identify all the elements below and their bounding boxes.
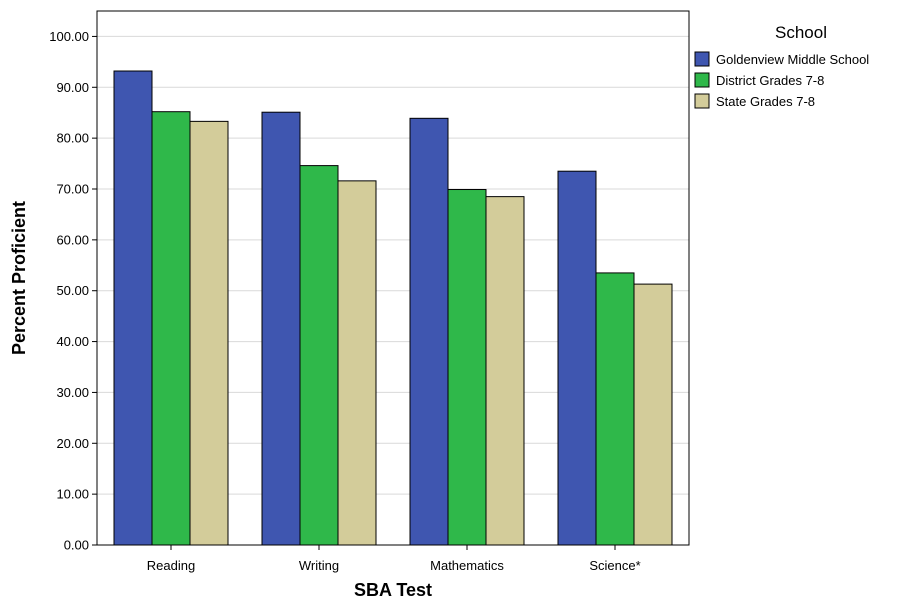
bar [337,180,377,546]
x-axis-title: SBA Test [354,580,432,600]
bar [633,283,673,546]
bar [113,70,153,546]
bar [261,111,301,546]
bar [557,170,597,546]
bar [409,117,449,546]
y-tick-label: 80.00 [56,131,89,146]
x-tick-label: Mathematics [430,558,504,573]
legend-label: State Grades 7-8 [716,94,815,109]
legend: School Goldenview Middle School District … [694,23,869,109]
y-tick-label: 0.00 [64,538,89,553]
y-axis-title: Percent Proficient [9,201,29,355]
legend-title: School [775,23,827,42]
bar [595,272,635,546]
y-tick-label: 90.00 [56,80,89,95]
y-tick-label: 10.00 [56,487,89,502]
x-tick-label: Reading [147,558,195,573]
y-axis-ticks: 0.00 10.00 20.00 30.00 40.00 50.00 60.00 70.00 8… [49,29,97,553]
x-tick-label: Writing [299,558,339,573]
bars [113,70,673,546]
y-tick-label: 100.00 [49,29,89,44]
x-tick-label: Science* [589,558,640,573]
y-tick-label: 30.00 [56,385,89,400]
plot-frame [96,10,690,546]
y-tick-label: 40.00 [56,334,89,349]
y-tick-label: 70.00 [56,182,89,197]
bar [447,189,487,546]
y-tick-label: 60.00 [56,232,89,247]
y-tick-label: 20.00 [56,436,89,451]
bar [299,165,339,546]
legend-label: Goldenview Middle School [716,52,869,67]
bar [189,120,229,546]
legend-swatch [694,72,710,88]
legend-label: District Grades 7-8 [716,73,824,88]
legend-swatch [694,51,710,67]
y-tick-label: 50.00 [56,283,89,298]
bar [485,196,525,546]
x-axis-ticks: Reading Writing Mathematics Science* [147,545,641,573]
legend-swatch [694,93,710,109]
bar [151,111,191,546]
